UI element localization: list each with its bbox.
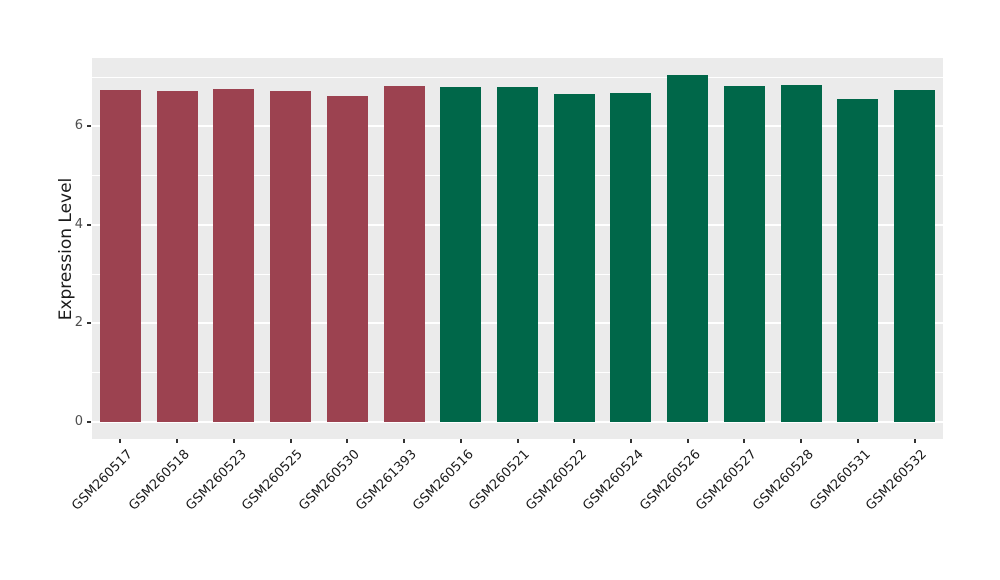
x-tick-mark <box>232 439 235 443</box>
y-tick-mark <box>87 223 91 226</box>
y-tick-mark <box>87 420 91 423</box>
x-tick-label-GSM260528: GSM260528 <box>750 447 817 514</box>
y-tick-label-2: 2 <box>74 315 83 331</box>
x-tick-mark <box>856 439 859 443</box>
bar-GSM260518 <box>156 91 198 422</box>
y-tick-label-4: 4 <box>74 216 83 232</box>
bar-GSM260517 <box>99 90 141 422</box>
x-tick-mark <box>119 439 122 443</box>
x-tick-mark <box>800 439 803 443</box>
bar-GSM260527 <box>723 86 765 422</box>
x-tick-mark <box>459 439 462 443</box>
y-tick-label-0: 0 <box>74 413 83 429</box>
x-tick-mark <box>686 439 689 443</box>
bar-GSM261393 <box>383 86 425 422</box>
x-tick-mark <box>176 439 179 443</box>
y-axis-title: Expression Level <box>56 177 76 321</box>
y-tick-mark <box>87 322 91 325</box>
bar-GSM260532 <box>894 89 936 422</box>
x-tick-mark <box>516 439 519 443</box>
y-tick-mark <box>87 125 91 128</box>
bar-GSM260524 <box>610 93 652 422</box>
x-tick-mark <box>403 439 406 443</box>
bar-GSM260523 <box>213 88 255 422</box>
gridline-minor <box>92 76 943 78</box>
x-tick-mark <box>629 439 632 443</box>
bar-GSM260525 <box>270 90 312 422</box>
bar-GSM260516 <box>440 87 482 422</box>
plot-panel <box>92 58 943 439</box>
bar-GSM260522 <box>553 94 595 422</box>
x-tick-mark <box>346 439 349 443</box>
bar-GSM260521 <box>497 87 538 422</box>
y-tick-label-6: 6 <box>74 118 83 134</box>
x-tick-mark <box>743 439 746 443</box>
x-tick-mark <box>573 439 576 443</box>
bar-GSM260531 <box>837 99 879 422</box>
gridline-major <box>92 420 943 423</box>
bar-GSM260528 <box>780 84 822 422</box>
x-tick-mark <box>913 439 916 443</box>
x-tick-mark <box>289 439 292 443</box>
bar-GSM260526 <box>667 74 709 422</box>
bar-GSM260530 <box>326 96 368 422</box>
